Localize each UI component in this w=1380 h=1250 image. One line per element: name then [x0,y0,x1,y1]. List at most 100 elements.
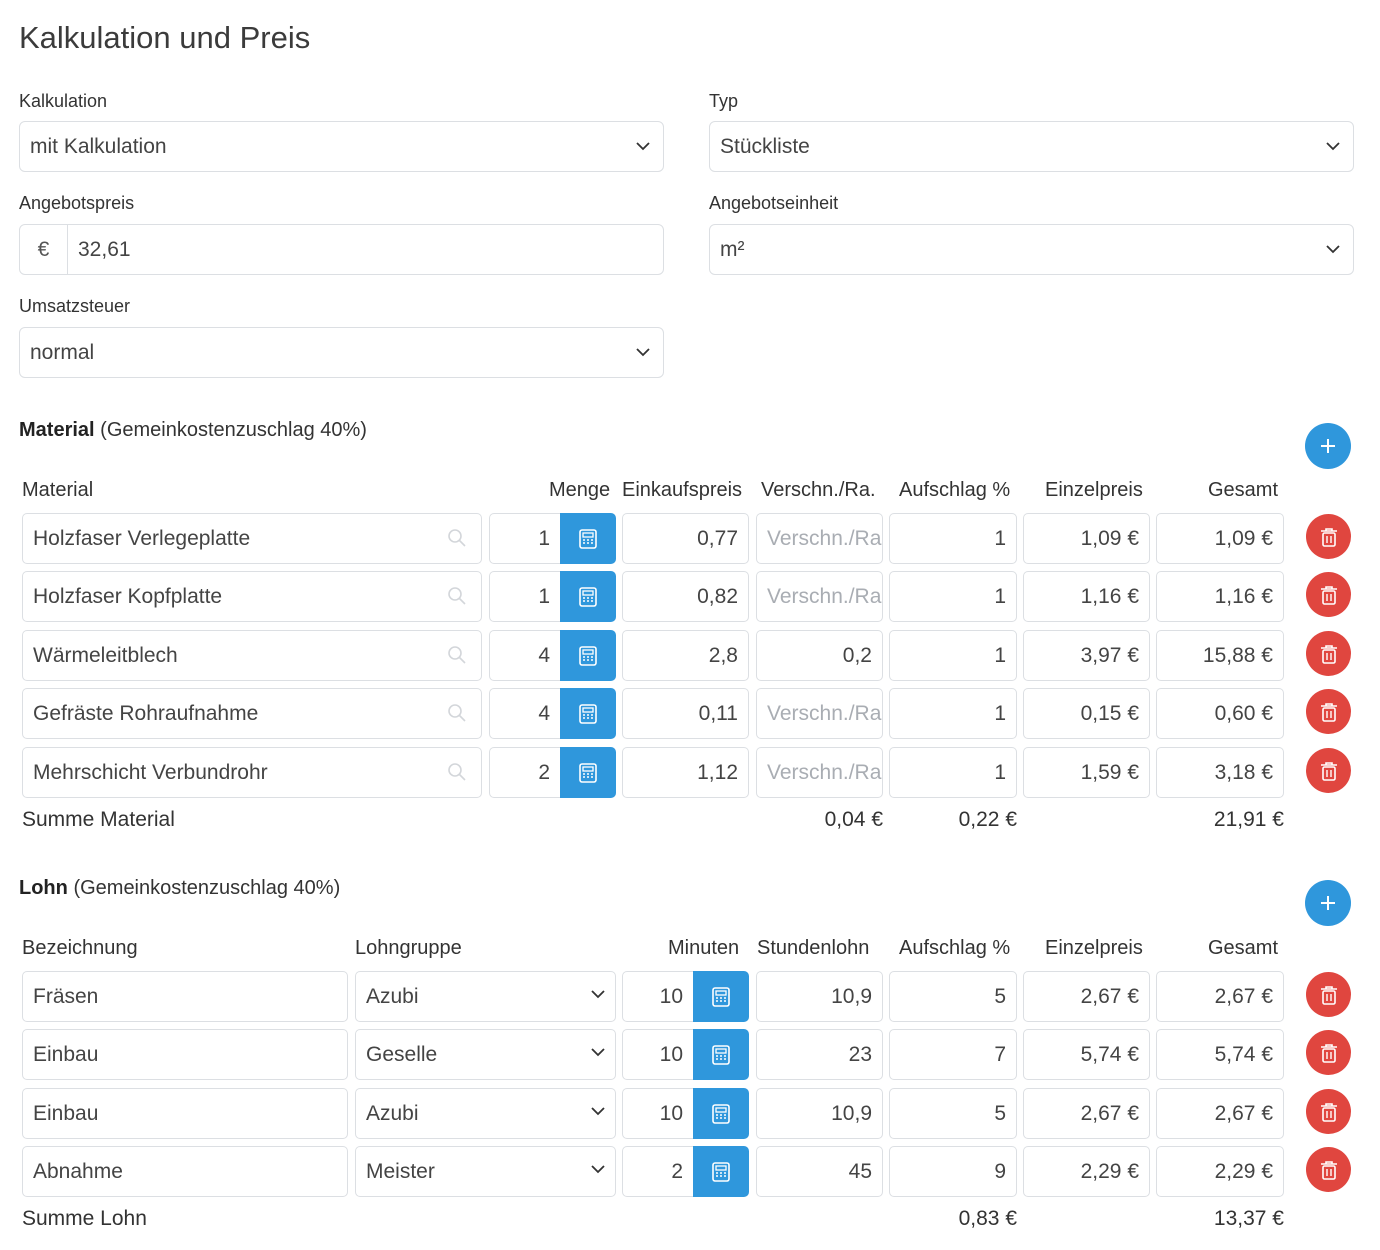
aufschlag-input[interactable]: 1 [889,571,1017,622]
search-icon [448,529,466,547]
verschnitt-input[interactable]: Verschn./Ra. [756,688,883,739]
calculator-button[interactable] [560,513,616,564]
verschnitt-input[interactable]: Verschn./Ra. [756,513,883,564]
bezeichnung-input[interactable]: Fräsen [22,971,348,1022]
kalkulation-value: mit Kalkulation [30,134,167,158]
material-name-input[interactable]: Holzfaser Verlegeplatte [22,513,482,564]
material-name: Holzfaser Verlegeplatte [33,526,251,550]
lohngruppe-select[interactable]: Azubi [355,1088,616,1139]
calculator-button[interactable] [693,971,749,1022]
chevron-down-icon [1313,245,1353,254]
delete-material-button[interactable] [1306,689,1351,734]
plus-icon [1321,439,1335,453]
menge-input[interactable]: 1 [489,571,561,622]
angebotspreis-input[interactable]: € 32,61 [19,224,664,275]
kalkulation-select[interactable]: mit Kalkulation [19,121,664,172]
search-icon [448,587,466,605]
bezeichnung-input[interactable]: Abnahme [22,1146,348,1197]
bezeichnung-value: Einbau [33,1042,99,1066]
aufschlag-input[interactable]: 9 [889,1146,1017,1197]
aufschlag-input[interactable]: 1 [889,630,1017,681]
einkaufspreis-input[interactable]: 2,8 [622,630,749,681]
calculator-button[interactable] [560,630,616,681]
menge-input[interactable]: 4 [489,630,561,681]
menge-input[interactable]: 4 [489,688,561,739]
aufschlag-input[interactable]: 7 [889,1029,1017,1080]
angebotseinheit-select[interactable]: m² [709,224,1354,275]
material-section-heading: Material (Gemeinkostenzuschlag 40%) [19,419,367,442]
aufschlag-value: 1 [994,760,1006,784]
col-einkaufspreis: Einkaufspreis [622,479,743,501]
einkaufspreis-input[interactable]: 0,77 [622,513,749,564]
delete-lohn-button[interactable] [1306,1030,1351,1075]
summe-lohn-gesamt: 13,37 € [1213,1207,1284,1230]
menge-input[interactable]: 2 [489,747,561,798]
material-name-input[interactable]: Mehrschicht Verbundrohr [22,747,482,798]
calculator-button[interactable] [693,1088,749,1139]
minuten-input[interactable]: 10 [622,971,694,1022]
stundenlohn-input[interactable]: 10,9 [756,971,883,1022]
calculator-icon [712,1161,730,1182]
calculator-button[interactable] [693,1029,749,1080]
aufschlag-value: 5 [994,984,1006,1008]
aufschlag-input[interactable]: 1 [889,513,1017,564]
aufschlag-input[interactable]: 5 [889,971,1017,1022]
aufschlag-value: 9 [994,1159,1006,1183]
aufschlag-input[interactable]: 1 [889,688,1017,739]
verschnitt-placeholder: Verschn./Ra. [767,760,883,784]
minuten-input[interactable]: 10 [622,1029,694,1080]
delete-lohn-button[interactable] [1306,1147,1351,1192]
stundenlohn-input[interactable]: 10,9 [756,1088,883,1139]
minuten-input[interactable]: 2 [622,1146,694,1197]
stundenlohn-input[interactable]: 45 [756,1146,883,1197]
trash-icon [1320,1102,1337,1122]
col-menge: Menge [549,479,611,501]
einkaufspreis-input[interactable]: 0,11 [622,688,749,739]
einzelpreis-value: 0,15 € [1080,701,1139,725]
lohngruppe-select[interactable]: Geselle [355,1029,616,1080]
lohngruppe-value: Azubi [366,984,419,1008]
add-lohn-button[interactable] [1305,880,1351,926]
delete-material-button[interactable] [1306,514,1351,559]
lohngruppe-select[interactable]: Meister [355,1146,616,1197]
menge-input[interactable]: 1 [489,513,561,564]
verschnitt-input[interactable]: Verschn./Ra. [756,747,883,798]
bezeichnung-input[interactable]: Einbau [22,1088,348,1139]
aufschlag-input[interactable]: 1 [889,747,1017,798]
delete-material-button[interactable] [1306,631,1351,676]
verschnitt-input[interactable]: 0,2 [756,630,883,681]
material-heading: Material [19,419,95,441]
verschnitt-input[interactable]: Verschn./Ra. [756,571,883,622]
umsatzsteuer-select[interactable]: normal [19,327,664,378]
typ-select[interactable]: Stückliste [709,121,1354,172]
einkaufspreis-input[interactable]: 0,82 [622,571,749,622]
einkaufspreis-input[interactable]: 1,12 [622,747,749,798]
material-name-input[interactable]: Gefräste Rohraufnahme [22,688,482,739]
minuten-input[interactable]: 10 [622,1088,694,1139]
delete-lohn-button[interactable] [1306,972,1351,1017]
stundenlohn-input[interactable]: 23 [756,1029,883,1080]
trash-icon [1320,702,1337,722]
calculator-button[interactable] [560,747,616,798]
material-name-input[interactable]: Holzfaser Kopfplatte [22,571,482,622]
delete-material-button[interactable] [1306,572,1351,617]
lohngruppe-select[interactable]: Azubi [355,971,616,1022]
gesamt-value: 15,88 € [1202,643,1273,667]
trash-icon [1320,1160,1337,1180]
search-icon [448,763,466,781]
lohngruppe-value: Azubi [366,1101,419,1125]
delete-material-button[interactable] [1306,748,1351,793]
einkaufspreis-value: 0,11 [698,701,738,725]
material-name-input[interactable]: Wärmeleitblech [22,630,482,681]
typ-value: Stückliste [720,134,810,158]
material-name: Gefräste Rohraufnahme [33,701,259,725]
calculator-button[interactable] [693,1146,749,1197]
aufschlag-value: 1 [994,584,1006,608]
calculator-button[interactable] [560,571,616,622]
add-material-button[interactable] [1305,423,1351,469]
delete-lohn-button[interactable] [1306,1089,1351,1134]
calculator-button[interactable] [560,688,616,739]
aufschlag-input[interactable]: 5 [889,1088,1017,1139]
bezeichnung-input[interactable]: Einbau [22,1029,348,1080]
stundenlohn-value: 10,9 [831,984,872,1008]
